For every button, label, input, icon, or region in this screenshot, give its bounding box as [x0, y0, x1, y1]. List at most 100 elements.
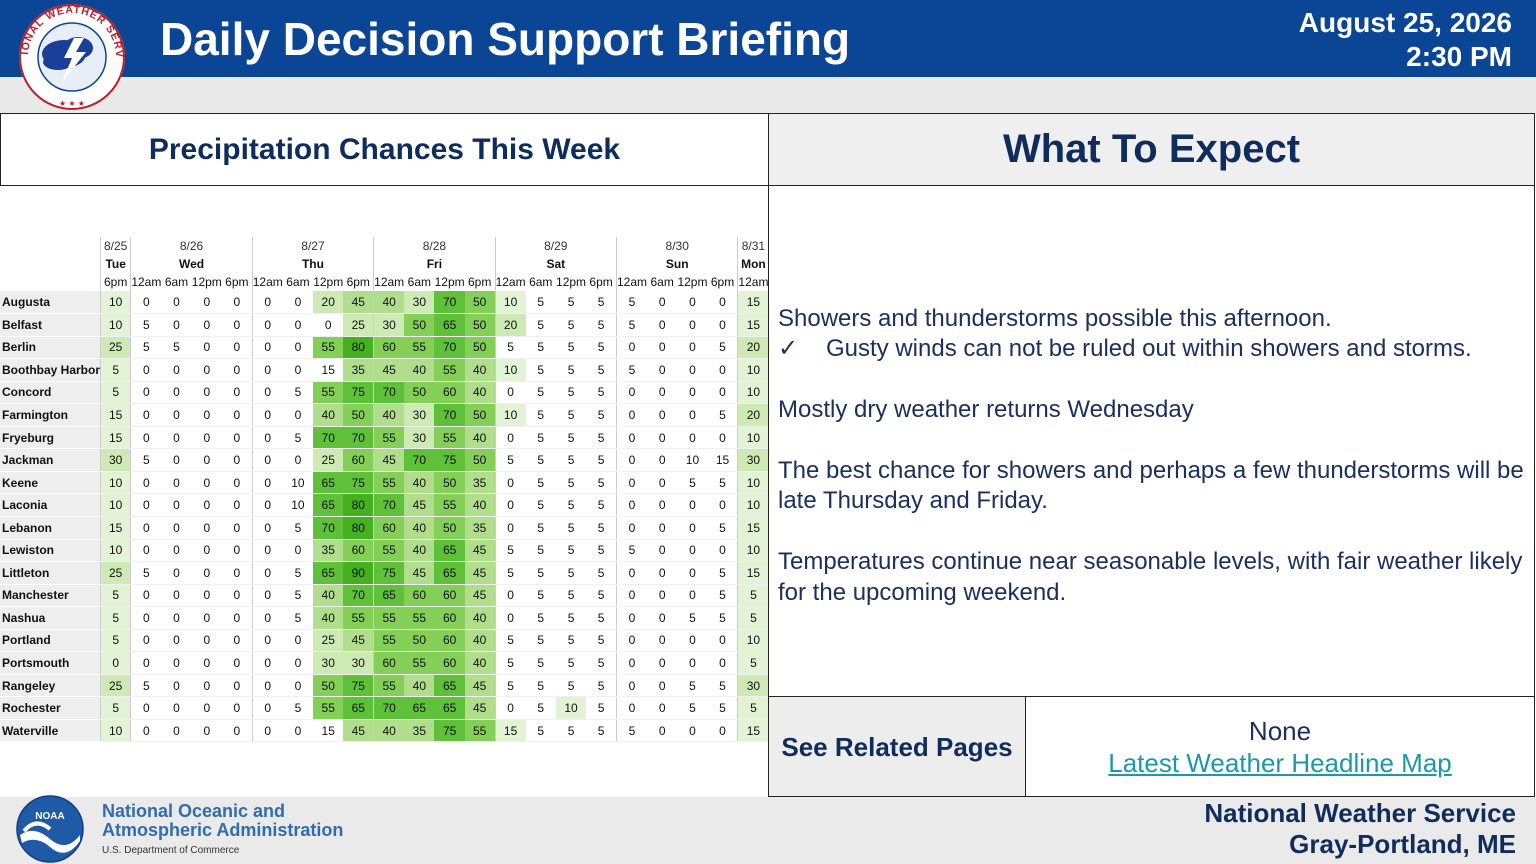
- precip-value: 0: [647, 539, 678, 563]
- precip-value: 5: [555, 336, 587, 360]
- precip-value: 30: [404, 426, 435, 450]
- day-date: 8/31: [737, 237, 769, 255]
- precip-value: 20: [737, 336, 769, 360]
- time-label: 12am: [130, 273, 162, 291]
- precip-value: 5: [586, 719, 617, 743]
- city-name: Portland: [0, 629, 101, 653]
- precip-value: 0: [677, 651, 708, 675]
- day-date: 8/28: [373, 237, 496, 255]
- time-label: 6am: [650, 275, 674, 289]
- precip-value: 40: [464, 381, 496, 405]
- precip-value: 60: [434, 629, 465, 653]
- precip-value: 0: [494, 696, 526, 720]
- briefing-datetime: August 25, 2026 2:30 PM: [1299, 6, 1512, 74]
- time-label: 12am: [737, 273, 769, 291]
- city-name: Boothbay Harbor: [0, 358, 101, 382]
- time-label: 12pm: [677, 275, 708, 289]
- precip-value: 0: [191, 651, 222, 675]
- precip-value: 45: [373, 358, 405, 382]
- precip-value: 0: [647, 696, 678, 720]
- precip-value: 0: [221, 471, 253, 495]
- precip-value: 55: [343, 606, 374, 630]
- precip-value: 5: [100, 606, 131, 630]
- precip-value: 5: [525, 606, 556, 630]
- precip-value: 0: [677, 336, 708, 360]
- precip-value: 0: [647, 629, 678, 653]
- precip-value: 5: [586, 539, 617, 563]
- precip-value: 20: [494, 313, 526, 337]
- precip-value: 5: [707, 696, 738, 720]
- precip-value: 5: [555, 674, 587, 698]
- precip-value: 65: [434, 313, 465, 337]
- precip-value: 40: [373, 291, 405, 315]
- precip-value: 0: [616, 516, 648, 540]
- day-name: Tue: [100, 255, 131, 273]
- precip-value: 0: [191, 493, 222, 517]
- precip-value: 0: [677, 719, 708, 743]
- precip-value: 5: [130, 448, 162, 472]
- noaa-department: U.S. Department of Commerce: [102, 845, 240, 856]
- time-label: 6am: [164, 275, 189, 289]
- precip-value: 10: [282, 493, 314, 517]
- precip-value: 0: [251, 291, 283, 315]
- precip-value: 40: [464, 358, 496, 382]
- precip-value: 75: [373, 561, 405, 585]
- precip-value: 0: [161, 606, 192, 630]
- precip-value: 45: [464, 561, 496, 585]
- precip-value: 5: [161, 336, 192, 360]
- precip-value: 5: [555, 561, 587, 585]
- precip-value: 70: [313, 516, 344, 540]
- precip-value: 0: [130, 426, 162, 450]
- time-label: 6am: [529, 275, 553, 289]
- precip-value: 30: [737, 674, 769, 698]
- precip-value: 0: [221, 584, 253, 608]
- precip-value: 10: [737, 629, 769, 653]
- precip-value: 0: [191, 516, 222, 540]
- precip-value: 5: [616, 358, 648, 382]
- headline-map-link[interactable]: Latest Weather Headline Map: [1108, 748, 1452, 778]
- precip-value: 65: [434, 696, 465, 720]
- precip-value: 0: [616, 426, 648, 450]
- page-title: Daily Decision Support Briefing: [160, 13, 851, 65]
- precip-value: 5: [586, 584, 617, 608]
- precip-value: 0: [616, 651, 648, 675]
- precip-value: 0: [677, 381, 708, 405]
- city-name: Laconia: [0, 493, 101, 517]
- precip-value: 70: [373, 696, 405, 720]
- precip-value: 70: [404, 448, 435, 472]
- precip-value: 0: [647, 584, 678, 608]
- office-line-2: Gray-Portland, ME: [1289, 829, 1516, 859]
- precip-value: 0: [282, 313, 314, 337]
- precip-value: 0: [221, 426, 253, 450]
- header-bar: [0, 0, 1536, 77]
- precip-value: 30: [373, 313, 405, 337]
- precip-value: 60: [343, 448, 374, 472]
- precip-value: 30: [404, 291, 435, 315]
- precip-value: 0: [221, 336, 253, 360]
- precip-value: 0: [130, 539, 162, 563]
- precip-value: 5: [494, 539, 526, 563]
- precip-value: 0: [191, 561, 222, 585]
- precip-value: 5: [555, 493, 587, 517]
- precip-value: 60: [373, 516, 405, 540]
- time-label: 12pm: [313, 275, 344, 289]
- table-row: Fryeburg 15 0 0 0 0 0 5 70 70 55 30 55 40 0 5 5 5 0 0 0 0 10: [0, 426, 769, 450]
- precip-value: 5: [616, 719, 648, 743]
- table-row: Manchester 5 0 0 0 0 0 5 40 70 65 60 60 45 0 5 5 5 0 0 0 5 5: [0, 584, 769, 608]
- precip-table: 8/25 8/26 8/27 8/28 8/29 8/30 8/31 Tue Wed Thu Fri…: [0, 237, 769, 743]
- table-row: Waterville 10 0 0 0 0 0 0 15 45 40 35 75 55 15 5 5 5 5 0 0 0 1…: [0, 719, 769, 743]
- precip-value: 50: [464, 448, 496, 472]
- expect-line-5: Temperatures continue near seasonable le…: [778, 548, 1523, 606]
- precip-value: 0: [161, 561, 192, 585]
- precip-value: 0: [221, 291, 253, 315]
- precip-value: 0: [161, 674, 192, 698]
- precip-value: 0: [221, 629, 253, 653]
- expect-line-1: Showers and thunderstorms possible this …: [778, 305, 1332, 332]
- precip-value: 45: [404, 493, 435, 517]
- precip-value: 5: [525, 539, 556, 563]
- table-row: Concord 5 0 0 0 0 0 5 55 75 70 50 60 40 0 5 5 5 0 0 0 0 10: [0, 381, 769, 405]
- precip-value: 0: [282, 291, 314, 315]
- city-name: Berlin: [0, 336, 101, 360]
- precip-value: 0: [707, 539, 738, 563]
